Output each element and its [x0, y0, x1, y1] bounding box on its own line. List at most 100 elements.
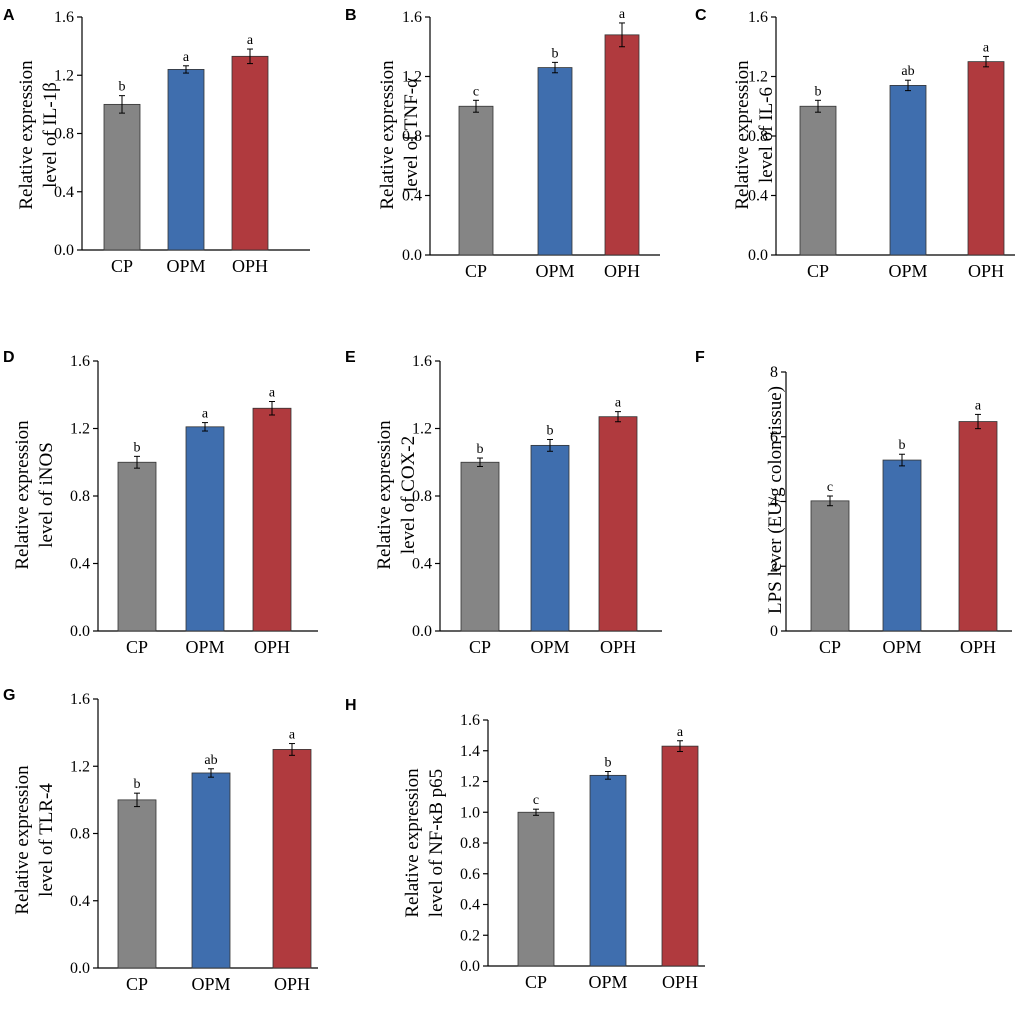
panel-h-ytick-label: 1.2 — [460, 774, 480, 791]
panel-b-category-cp: CP — [465, 261, 487, 281]
panel-e-ytick-label: 0.4 — [412, 556, 432, 573]
panel-f-ytick-label: 4 — [770, 494, 778, 511]
panel-g-bar-oph — [272, 749, 312, 969]
panel-e-letter: E — [345, 349, 356, 366]
panel-b-ytick-label: 0.8 — [402, 128, 422, 145]
panel-c-sig-opm: ab — [901, 64, 914, 79]
panel-f-ytick-label: 2 — [770, 558, 778, 575]
panel-h-y-axis-label-line: level of NF-κB p65 — [426, 769, 447, 917]
panel-e-bar-oph — [598, 416, 638, 632]
panel-f-ytick-label: 6 — [770, 429, 778, 446]
panel-h-sig-cp: c — [533, 793, 539, 808]
panel-a-letter: A — [3, 7, 15, 24]
panel-a-y-axis-label-line: level of IL-1β — [40, 82, 61, 188]
panel-a-category-opm: OPM — [166, 256, 205, 276]
panel-g-category-cp: CP — [126, 974, 148, 994]
panel-g-sig-opm: ab — [204, 753, 217, 768]
panel-d-ytick-label: 0.8 — [70, 488, 90, 505]
panel-f-bar-opm — [882, 459, 922, 632]
panel-h-y-axis-label: Relative expression level of NF-κB p65 — [402, 768, 447, 918]
panel-b-ytick-label: 1.6 — [402, 9, 422, 26]
panel-c-ytick-label: 0.4 — [748, 188, 768, 205]
panel-g: G 0.0 0.4 0.8 1.2 1.6 Relative expression level… — [3, 687, 318, 994]
panel-b-letter: B — [345, 7, 357, 24]
panel-e-ytick-label: 1.2 — [412, 421, 432, 438]
panel-c-bar-oph — [967, 61, 1005, 256]
panel-c-sig-cp: b — [815, 84, 822, 99]
panel-f-category-oph: OPH — [960, 637, 996, 657]
panel-f-sig-cp: c — [827, 480, 833, 495]
panel-c-y-axis-label-line: Relative expression — [732, 60, 753, 210]
panel-d-sig-oph: a — [269, 386, 276, 401]
panel-d-category-cp: CP — [126, 637, 148, 657]
panel-g-y-axis-label-line: Relative expression — [12, 765, 33, 915]
panel-f-sig-oph: a — [975, 398, 982, 413]
panel-f-letter: F — [695, 349, 705, 366]
panel-c-letter: C — [695, 7, 707, 24]
panel-g-ytick-label: 0.8 — [70, 826, 90, 843]
panel-f-y-axis-label-line: LPS lever (EU/g colon tissue) — [765, 386, 786, 614]
panel-e-sig-cp: b — [477, 442, 484, 457]
panel-a-ytick-label: 0.8 — [54, 126, 74, 143]
panel-a-bar-opm — [167, 69, 205, 251]
panel-c-y-axis-label-line: level of IL-6 — [756, 87, 777, 183]
panel-b-y-axis-label-line: Relative expression — [377, 60, 398, 210]
panel-b-bar-cp — [458, 105, 494, 256]
panel-g-ytick-label: 1.6 — [70, 691, 90, 708]
panel-e-sig-opm: b — [547, 423, 554, 438]
panel-b-y-axis-label-line: level of TNF-α — [401, 78, 422, 192]
panel-f-category-opm: OPM — [882, 637, 921, 657]
panel-e-ytick-label: 1.6 — [412, 353, 432, 370]
panel-a-bar-oph — [231, 55, 269, 251]
panel-e-ytick-label: 0.0 — [412, 623, 432, 640]
panel-a-y-axis-label-line: Relative expression — [16, 60, 37, 210]
panel-e-category-opm: OPM — [530, 637, 569, 657]
panel-a-category-cp: CP — [111, 256, 133, 276]
panel-a-sig-opm: a — [183, 50, 190, 65]
panel-a-ytick-label: 1.2 — [54, 67, 74, 84]
panel-g-sig-oph: a — [289, 728, 296, 743]
panel-h: H 0.0 0.2 0.4 0.6 0.8 1.0 1.2 1.4 1.6 Relative exp… — [345, 697, 705, 992]
panel-e-y-axis-label-line: Relative expression — [374, 420, 395, 570]
panel-e-bar-opm — [530, 444, 570, 632]
panel-g-sig-cp: b — [134, 777, 141, 792]
panel-d-sig-opm: a — [202, 407, 209, 422]
panel-c-ytick-label: 1.2 — [748, 69, 768, 86]
panel-h-ytick-label: 1.6 — [460, 712, 480, 729]
panel-f-ytick-label: 0 — [770, 623, 778, 640]
panel-h-ytick-label: 1.0 — [460, 804, 480, 821]
panel-a-category-oph: OPH — [232, 256, 268, 276]
panel-c-ytick-label: 0.8 — [748, 128, 768, 145]
panel-b-ytick-label: 1.2 — [402, 69, 422, 86]
panel-d-category-oph: OPH — [254, 637, 290, 657]
panel-g-category-opm: OPM — [191, 974, 230, 994]
panel-c: C 0.0 0.4 0.8 1.2 1.6 Relative expression level… — [695, 7, 1015, 281]
panel-h-y-axis-label-line: Relative expression — [402, 768, 423, 918]
panel-g-y-axis-label: Relative expression level of TLR-4 — [12, 765, 57, 915]
panel-f-sig-opm: b — [899, 438, 906, 453]
panel-a-sig-cp: b — [119, 80, 126, 95]
panel-d-ytick-label: 0.4 — [70, 556, 90, 573]
panel-d-sig-cp: b — [134, 440, 141, 455]
panel-b-ytick-label: 0.0 — [402, 247, 422, 264]
panel-d-y-axis-label: Relative expression level of iNOS — [12, 420, 57, 570]
panel-f-y-axis-label: LPS lever (EU/g colon tissue) — [765, 386, 786, 614]
panel-d-bar-opm — [185, 426, 225, 632]
panel-e: E 0.0 0.4 0.8 1.2 1.6 Relative expression level… — [345, 349, 662, 657]
panel-h-category-cp: CP — [525, 972, 547, 992]
panel-d: D 0.0 0.4 0.8 1.2 1.6 Relative expression level… — [3, 349, 318, 657]
panel-a-ytick-label: 1.6 — [54, 9, 74, 26]
panel-b-bar-opm — [537, 67, 573, 256]
panel-h-bar-opm — [589, 774, 627, 967]
panel-g-letter: G — [3, 687, 15, 704]
panel-g-ytick-label: 1.2 — [70, 758, 90, 775]
panel-c-bar-cp — [799, 105, 837, 256]
panel-h-bar-oph — [661, 745, 699, 967]
panel-b-category-opm: OPM — [535, 261, 574, 281]
panel-h-ytick-label: 0.0 — [460, 958, 480, 975]
panel-c-category-cp: CP — [807, 261, 829, 281]
panel-e-sig-oph: a — [615, 396, 622, 411]
panel-d-letter: D — [3, 349, 15, 366]
panel-b-y-axis-label: Relative expression level of TNF-α — [377, 60, 422, 210]
